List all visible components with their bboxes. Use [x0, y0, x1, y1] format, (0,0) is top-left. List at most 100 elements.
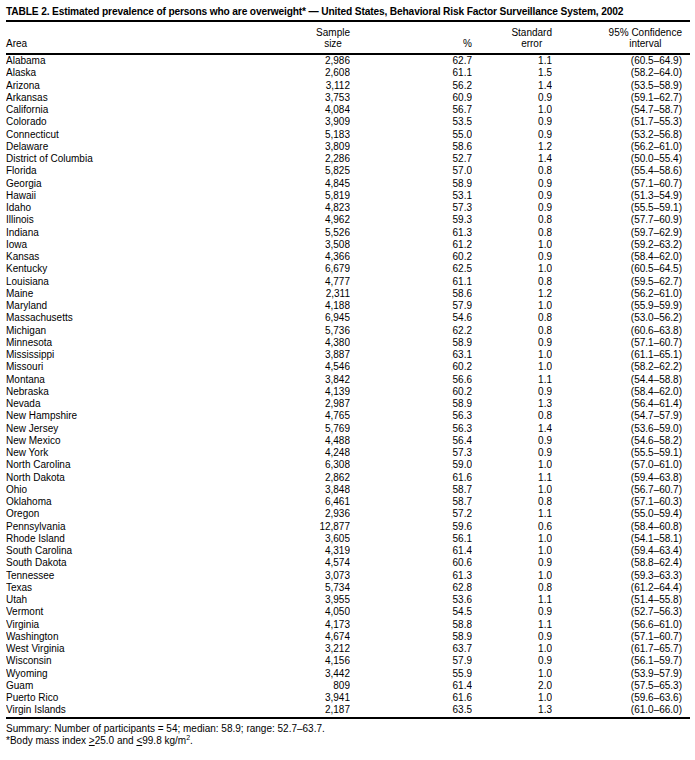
- table-row: Oklahoma6,46158.70.8(57.1–60.3): [6, 496, 690, 508]
- standard-error-cell: 0.8: [472, 165, 552, 177]
- percent-cell: 62.7: [350, 54, 472, 67]
- sample-size-cell: 3,887: [250, 349, 350, 361]
- standard-error-cell: 0.9: [472, 129, 552, 141]
- sample-size-cell: 6,461: [250, 496, 350, 508]
- area-cell: California: [6, 104, 250, 116]
- table-row: Wyoming3,44255.91.0(53.9–57.9): [6, 668, 690, 680]
- area-cell: Puerto Rico: [6, 692, 250, 704]
- table-row: District of Columbia2,28652.71.4(50.0–55…: [6, 153, 690, 165]
- sample-size-cell: 4,777: [250, 276, 350, 288]
- percent-cell: 57.0: [350, 165, 472, 177]
- sample-size-cell: 3,605: [250, 533, 350, 545]
- sample-size-cell: 4,188: [250, 300, 350, 312]
- standard-error-cell: 1.2: [472, 288, 552, 300]
- standard-error-cell: 1.1: [472, 619, 552, 631]
- sample-size-cell: 4,050: [250, 606, 350, 618]
- area-cell: Nevada: [6, 398, 250, 410]
- area-cell: Tennessee: [6, 570, 250, 582]
- standard-error-cell: 1.0: [472, 349, 552, 361]
- standard-error-cell: 1.5: [472, 67, 552, 79]
- sample-size-cell: 2,862: [250, 472, 350, 484]
- table-row: Louisiana4,77761.10.8(59.5–62.7): [6, 276, 690, 288]
- area-cell: Arkansas: [6, 92, 250, 104]
- percent-cell: 57.9: [350, 655, 472, 667]
- sample-size-cell: 3,941: [250, 692, 350, 704]
- percent-cell: 57.2: [350, 508, 472, 520]
- area-cell: Washington: [6, 631, 250, 643]
- area-cell: Idaho: [6, 202, 250, 214]
- sample-size-cell: 2,286: [250, 153, 350, 165]
- percent-cell: 61.4: [350, 545, 472, 557]
- percent-cell: 56.4: [350, 435, 472, 447]
- percent-cell: 56.3: [350, 410, 472, 422]
- area-cell: Texas: [6, 582, 250, 594]
- percent-cell: 57.3: [350, 202, 472, 214]
- area-cell: Georgia: [6, 178, 250, 190]
- confidence-interval-cell: (59.2–63.2): [552, 239, 690, 251]
- percent-cell: 56.1: [350, 533, 472, 545]
- column-header-sample-line1: Sample: [316, 27, 350, 38]
- table-row: Delaware3,80958.61.2(56.2–61.0): [6, 141, 690, 153]
- sample-size-cell: 5,819: [250, 190, 350, 202]
- percent-cell: 60.6: [350, 557, 472, 569]
- standard-error-cell: 0.9: [472, 435, 552, 447]
- standard-error-cell: 1.4: [472, 80, 552, 92]
- sample-size-cell: 5,825: [250, 165, 350, 177]
- standard-error-cell: 1.0: [472, 104, 552, 116]
- confidence-interval-cell: (56.6–61.0): [552, 619, 690, 631]
- confidence-interval-cell: (57.1–60.7): [552, 178, 690, 190]
- table-row: Connecticut5,18355.00.9(53.2–56.8): [6, 129, 690, 141]
- confidence-interval-cell: (58.4–62.0): [552, 386, 690, 398]
- area-cell: Hawaii: [6, 190, 250, 202]
- area-cell: Louisiana: [6, 276, 250, 288]
- sample-size-cell: 4,380: [250, 337, 350, 349]
- table-row: Georgia4,84558.90.9(57.1–60.7): [6, 178, 690, 190]
- area-cell: District of Columbia: [6, 153, 250, 165]
- standard-error-cell: 1.1: [472, 508, 552, 520]
- standard-error-cell: 0.9: [472, 92, 552, 104]
- table-row: Guam80961.42.0(57.5–65.3): [6, 680, 690, 692]
- percent-cell: 61.3: [350, 227, 472, 239]
- standard-error-cell: 0.8: [472, 312, 552, 324]
- sample-size-cell: 4,319: [250, 545, 350, 557]
- confidence-interval-cell: (54.7–58.7): [552, 104, 690, 116]
- table-row: Ohio3,84858.71.0(56.7–60.7): [6, 484, 690, 496]
- area-cell: Illinois: [6, 214, 250, 226]
- sample-size-cell: 2,187: [250, 704, 350, 717]
- table-row: South Carolina4,31961.41.0(59.4–63.4): [6, 545, 690, 557]
- percent-cell: 62.2: [350, 325, 472, 337]
- percent-cell: 58.9: [350, 398, 472, 410]
- area-cell: Oregon: [6, 508, 250, 520]
- sample-size-cell: 6,308: [250, 459, 350, 471]
- table-row: Arkansas3,75360.90.9(59.1–62.7): [6, 92, 690, 104]
- area-cell: Minnesota: [6, 337, 250, 349]
- percent-cell: 60.2: [350, 361, 472, 373]
- sample-size-cell: 4,139: [250, 386, 350, 398]
- table-row: Iowa3,50861.21.0(59.2–63.2): [6, 239, 690, 251]
- confidence-interval-cell: (51.7–55.3): [552, 116, 690, 128]
- percent-cell: 58.6: [350, 288, 472, 300]
- sample-size-cell: 2,311: [250, 288, 350, 300]
- confidence-interval-cell: (57.0–61.0): [552, 459, 690, 471]
- table-row: Oregon2,93657.21.1(55.0–59.4): [6, 508, 690, 520]
- percent-cell: 63.5: [350, 704, 472, 717]
- confidence-interval-cell: (55.9–59.9): [552, 300, 690, 312]
- summary-line: Summary: Number of participants = 54; me…: [6, 723, 690, 734]
- percent-cell: 58.8: [350, 619, 472, 631]
- percent-cell: 56.2: [350, 80, 472, 92]
- percent-cell: 61.4: [350, 680, 472, 692]
- percent-cell: 55.0: [350, 129, 472, 141]
- percent-cell: 57.3: [350, 447, 472, 459]
- standard-error-cell: 1.1: [472, 54, 552, 67]
- percent-cell: 59.0: [350, 459, 472, 471]
- confidence-interval-cell: (56.1–59.7): [552, 655, 690, 667]
- sample-size-cell: 12,877: [250, 521, 350, 533]
- area-cell: New Mexico: [6, 435, 250, 447]
- percent-cell: 56.7: [350, 104, 472, 116]
- standard-error-cell: 0.9: [472, 116, 552, 128]
- table-row: Minnesota4,38058.90.9(57.1–60.7): [6, 337, 690, 349]
- standard-error-cell: 0.8: [472, 325, 552, 337]
- standard-error-cell: 0.8: [472, 410, 552, 422]
- standard-error-cell: 1.0: [472, 361, 552, 373]
- confidence-interval-cell: (56.7–60.7): [552, 484, 690, 496]
